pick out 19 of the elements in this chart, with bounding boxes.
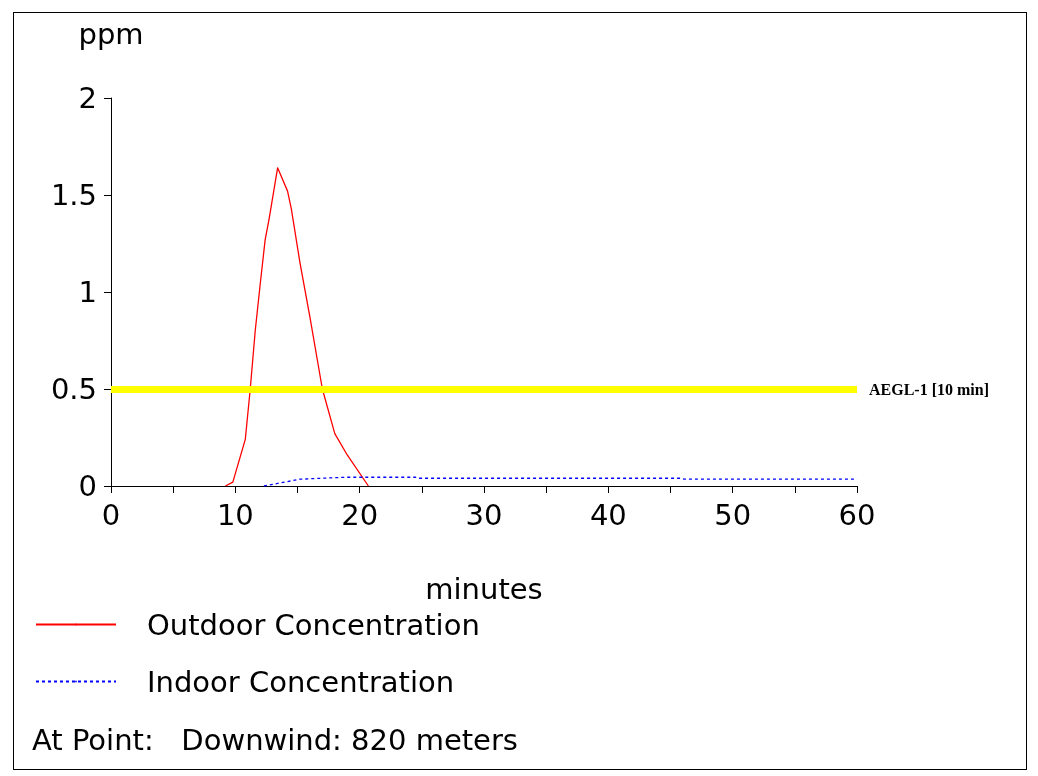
y-tick-label: 0: [78, 469, 97, 503]
x-axis-title: minutes: [425, 571, 543, 606]
ref-line-label: AEGL-1 [10 min]: [869, 380, 989, 398]
y-tick-label: 0.5: [50, 372, 97, 406]
x-tick-label: 20: [341, 497, 379, 532]
x-tick-label: 0: [101, 497, 121, 532]
legend-label: Outdoor Concentration: [147, 607, 480, 642]
y-axis-title: ppm: [78, 16, 144, 51]
x-tick-label: 50: [714, 497, 752, 532]
line-series: [224, 167, 370, 487]
y-tick-label: 1.5: [50, 178, 97, 212]
y-tick-label: 2: [78, 81, 97, 115]
text: At Point: Downwind: 820 meters: [32, 722, 518, 757]
x-tick-label: 30: [465, 497, 503, 532]
legend-label: Indoor Concentration: [147, 664, 455, 699]
x-tick-label: 60: [838, 497, 876, 532]
x-tick-label: 40: [589, 497, 627, 532]
x-tick-label: 10: [216, 497, 254, 532]
y-tick-label: 1: [78, 275, 97, 309]
